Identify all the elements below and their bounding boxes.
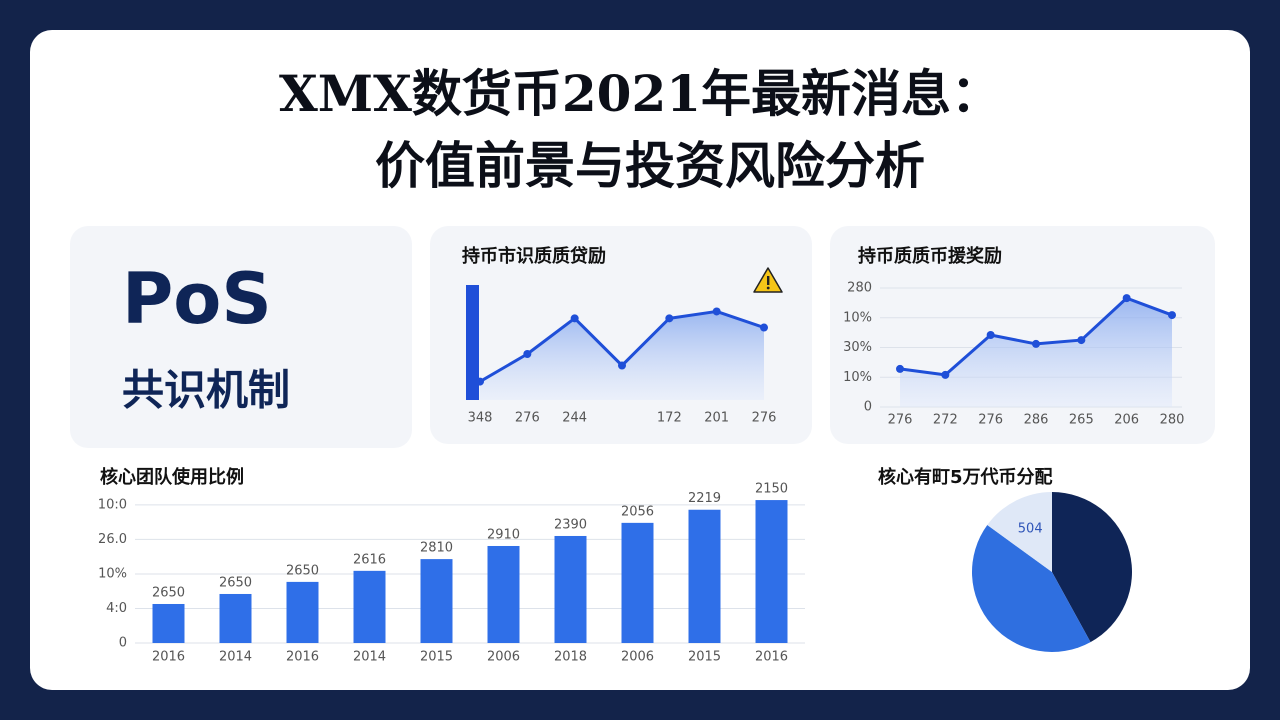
bar-label: 2650 bbox=[152, 585, 185, 600]
x-tick-label: 2015 bbox=[688, 650, 721, 665]
point bbox=[986, 331, 995, 340]
point bbox=[523, 350, 532, 358]
y-tick-label: 26.0 bbox=[98, 532, 127, 547]
pie-slice bbox=[1052, 492, 1133, 643]
line-area bbox=[900, 298, 1172, 407]
point bbox=[712, 307, 721, 316]
bar-label: 2650 bbox=[219, 575, 252, 590]
y-tick-label: 30% bbox=[843, 340, 872, 355]
x-tick-label: 244 bbox=[562, 411, 587, 426]
x-tick-label: 272 bbox=[933, 413, 958, 428]
bar-label: 2056 bbox=[621, 504, 654, 519]
x-tick-label: 348 bbox=[468, 411, 493, 426]
x-tick-label: 201 bbox=[704, 411, 729, 426]
point bbox=[1077, 336, 1086, 345]
chart-title: 持币市识质质贷励 bbox=[462, 245, 606, 267]
bar bbox=[152, 603, 185, 643]
x-tick-label: 280 bbox=[1160, 413, 1185, 428]
point bbox=[476, 377, 484, 386]
point bbox=[1168, 311, 1176, 320]
x-tick-label: 172 bbox=[657, 411, 682, 426]
y-tick-label: 0 bbox=[119, 636, 127, 651]
x-tick-label: 2014 bbox=[353, 650, 386, 665]
x-tick-label: 276 bbox=[515, 411, 540, 426]
x-tick-label: 2016 bbox=[286, 650, 319, 665]
pos-heading: PoS bbox=[122, 258, 272, 340]
warning-icon bbox=[753, 267, 783, 293]
bar bbox=[621, 522, 654, 643]
x-tick-label: 276 bbox=[888, 413, 913, 428]
bar bbox=[219, 593, 252, 643]
point bbox=[760, 323, 768, 332]
x-tick-label: 265 bbox=[1069, 413, 1094, 428]
bar bbox=[688, 509, 721, 643]
bar-label: 2150 bbox=[755, 482, 788, 497]
point bbox=[1032, 339, 1040, 348]
y-tick-label: 10:0 bbox=[98, 497, 127, 512]
x-tick-label: 206 bbox=[1114, 413, 1139, 428]
title-line: 价值前景与投资风险分析 bbox=[375, 136, 925, 195]
card bbox=[70, 226, 412, 448]
pie-slice bbox=[987, 492, 1052, 572]
chart-title: 持币质质币援奖励 bbox=[858, 245, 1002, 267]
chart-title: 核心有町5万代币分配 bbox=[878, 466, 1053, 488]
point bbox=[941, 370, 950, 379]
bar-label: 2219 bbox=[688, 491, 721, 506]
point bbox=[1122, 294, 1131, 303]
y-tick-label: 0 bbox=[864, 400, 872, 415]
y-tick-label: 280 bbox=[847, 281, 872, 296]
x-tick-label: 2006 bbox=[621, 650, 654, 665]
bar-label: 2650 bbox=[286, 563, 319, 578]
chart-title: 核心团队使用比例 bbox=[100, 466, 244, 488]
x-tick-label: 276 bbox=[752, 411, 777, 426]
point bbox=[896, 364, 904, 373]
x-tick-label: 2016 bbox=[152, 650, 185, 665]
bar bbox=[286, 581, 319, 643]
point bbox=[665, 314, 674, 323]
line-area bbox=[480, 311, 764, 400]
pos-subheading: 共识机制 bbox=[122, 366, 290, 415]
bar-label: 2390 bbox=[554, 517, 587, 532]
bar bbox=[755, 500, 788, 643]
x-tick-label: 2014 bbox=[219, 650, 252, 665]
y-tick-label: 10% bbox=[98, 566, 127, 581]
bar bbox=[353, 570, 386, 643]
slice-label: 504 bbox=[1018, 522, 1043, 537]
bar-label: 2810 bbox=[420, 541, 453, 556]
x-tick-label: 2016 bbox=[755, 650, 788, 665]
y-tick-label: 4:0 bbox=[106, 601, 127, 616]
x-tick-label: 276 bbox=[978, 413, 1003, 428]
y-tick-label: 10% bbox=[843, 370, 872, 385]
bar bbox=[487, 545, 520, 643]
x-tick-label: 286 bbox=[1024, 413, 1049, 428]
bar bbox=[420, 559, 453, 643]
point bbox=[570, 314, 579, 323]
x-tick-label: 2006 bbox=[487, 650, 520, 665]
point bbox=[618, 361, 626, 370]
x-tick-label: 2015 bbox=[420, 650, 453, 665]
bar-label: 2910 bbox=[487, 527, 520, 542]
bar bbox=[554, 535, 587, 643]
title-line: XMX数货币2021年最新消息： bbox=[279, 64, 1001, 123]
bar-label: 2616 bbox=[353, 552, 386, 567]
y-tick-label: 10% bbox=[843, 310, 872, 325]
pie-slice bbox=[971, 524, 1091, 653]
x-tick-label: 2018 bbox=[554, 650, 587, 665]
accent-bar bbox=[466, 285, 479, 400]
